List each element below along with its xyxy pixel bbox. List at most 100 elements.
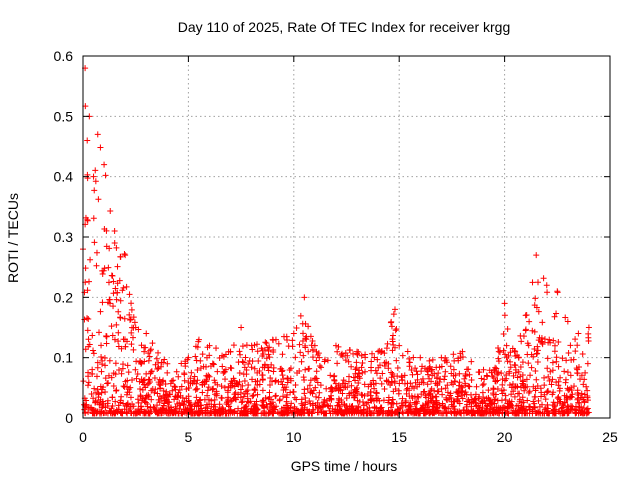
data-point — [352, 377, 359, 384]
data-point — [271, 406, 278, 413]
data-point — [535, 308, 542, 315]
data-point — [123, 391, 130, 398]
data-point — [371, 385, 378, 392]
data-point — [396, 380, 403, 387]
data-point — [290, 388, 297, 395]
data-point — [151, 374, 158, 381]
data-point — [367, 389, 374, 396]
data-point — [565, 387, 572, 394]
data-point — [515, 402, 522, 409]
data-point — [551, 313, 558, 320]
data-point — [152, 361, 159, 368]
data-point — [485, 394, 492, 401]
data-point — [266, 382, 273, 389]
data-point — [241, 364, 248, 371]
data-point — [582, 369, 589, 376]
data-point — [298, 396, 305, 403]
data-point — [490, 409, 497, 416]
data-point — [86, 341, 93, 348]
data-point — [189, 410, 196, 417]
data-point — [160, 387, 167, 394]
data-point — [138, 360, 145, 367]
data-point — [479, 398, 486, 405]
data-point — [265, 367, 272, 374]
data-point — [192, 343, 199, 350]
data-point — [401, 380, 408, 387]
data-point — [260, 397, 267, 404]
data-point — [170, 377, 177, 384]
data-point — [454, 389, 461, 396]
data-point — [533, 252, 540, 259]
data-point — [428, 367, 435, 374]
data-point — [254, 406, 261, 413]
data-point — [340, 377, 347, 384]
data-point — [259, 364, 266, 371]
data-point — [98, 353, 105, 360]
data-point — [438, 354, 445, 361]
data-point — [242, 410, 249, 417]
data-point — [84, 315, 91, 322]
data-point — [336, 386, 343, 393]
data-point — [164, 369, 171, 376]
data-point — [333, 408, 340, 415]
data-point — [495, 370, 502, 377]
data-point — [398, 374, 405, 381]
data-point — [279, 381, 286, 388]
data-point — [466, 371, 473, 378]
data-point — [191, 403, 198, 410]
data-point — [576, 407, 583, 414]
data-point — [444, 396, 451, 403]
data-point — [95, 390, 102, 397]
data-point — [340, 384, 347, 391]
y-tick-label: 0.6 — [54, 48, 74, 64]
data-point — [375, 348, 382, 355]
data-point — [226, 407, 233, 414]
data-point — [296, 368, 303, 375]
data-point — [244, 390, 251, 397]
data-point — [262, 410, 269, 417]
data-point — [543, 282, 550, 289]
data-point — [547, 368, 554, 375]
data-point — [269, 336, 276, 343]
data-point — [256, 381, 263, 388]
data-point — [135, 399, 142, 406]
data-point — [136, 409, 143, 416]
data-point — [134, 370, 141, 377]
data-point — [326, 395, 333, 402]
data-point — [433, 400, 440, 407]
data-point — [106, 357, 113, 364]
data-point — [254, 341, 261, 348]
data-point — [562, 314, 569, 321]
data-point — [106, 296, 113, 303]
data-point — [165, 403, 172, 410]
data-point — [337, 387, 344, 394]
data-point — [373, 370, 380, 377]
data-point — [480, 366, 487, 373]
data-point — [249, 393, 256, 400]
data-point — [358, 352, 365, 359]
data-point — [239, 343, 246, 350]
data-point — [564, 369, 571, 376]
data-point — [181, 377, 188, 384]
data-point — [399, 395, 406, 402]
data-point — [539, 319, 546, 326]
data-point — [266, 344, 273, 351]
data-point — [92, 178, 99, 185]
data-point — [442, 385, 449, 392]
data-point — [440, 410, 447, 417]
data-point — [435, 370, 442, 377]
data-point — [314, 379, 321, 386]
data-point — [518, 338, 525, 345]
plot-frame — [82, 55, 611, 419]
data-point — [555, 378, 562, 385]
data-point — [342, 357, 349, 364]
data-point — [534, 347, 541, 354]
data-point — [522, 327, 529, 334]
data-point — [284, 379, 291, 386]
data-point — [225, 387, 232, 394]
data-point — [369, 395, 376, 402]
data-point — [514, 352, 521, 359]
data-point — [293, 396, 300, 403]
data-point — [223, 399, 230, 406]
data-point — [542, 396, 549, 403]
